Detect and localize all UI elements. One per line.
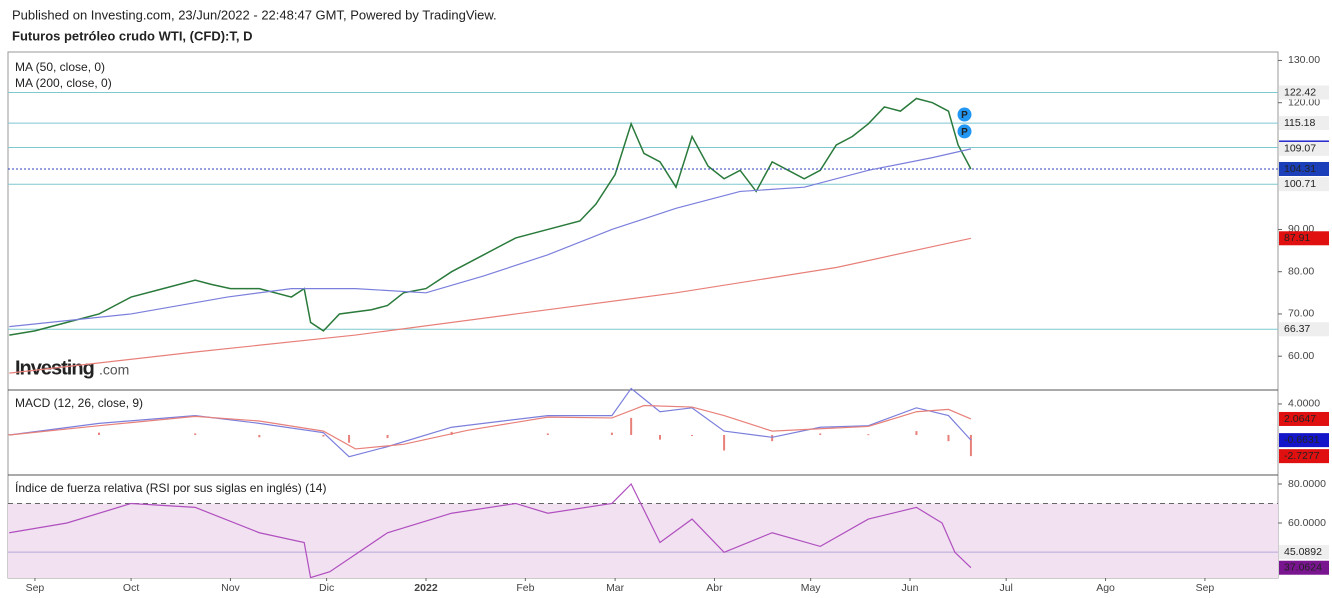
histogram-bar	[969, 434, 972, 457]
y-tick-label: 60.0000	[1288, 517, 1326, 529]
price-label: 100.71	[1284, 178, 1316, 190]
rsi-band	[8, 503, 1278, 578]
price-label-box	[1279, 560, 1329, 575]
x-tick-label: Jun	[902, 582, 919, 594]
price-label-box	[1279, 449, 1329, 464]
y-tick-label: 80.0000	[1288, 478, 1326, 490]
series-line	[9, 387, 972, 458]
histogram-bar	[723, 434, 726, 451]
price-label-box	[1279, 322, 1329, 337]
x-tick-label: Mar	[606, 582, 625, 594]
price-label-box	[1279, 433, 1329, 448]
price-label: -0.6631	[1284, 434, 1320, 446]
histogram-bar	[691, 434, 694, 436]
histogram-bar	[867, 434, 870, 436]
histogram-bar	[322, 434, 325, 437]
y-tick-label: 120.00	[1288, 96, 1320, 108]
series-line	[9, 148, 972, 328]
series-line	[9, 482, 972, 579]
price-label-box	[1279, 85, 1329, 100]
x-tick-label: Ago	[1096, 582, 1115, 594]
x-tick-label: Sep	[1196, 582, 1215, 594]
price-label: 115.18	[1284, 117, 1315, 129]
price-label: 66.37	[1284, 323, 1310, 335]
price-label: 37.0624	[1284, 562, 1322, 574]
y-tick-label: 80.00	[1288, 265, 1314, 277]
price-label: -2.7277	[1284, 450, 1320, 462]
price-label-box	[1279, 545, 1329, 560]
y-tick-label: 130.00	[1288, 54, 1320, 66]
x-tick-label: Sep	[26, 582, 45, 594]
histogram-bar	[947, 434, 950, 442]
price-label-box	[1279, 161, 1329, 176]
histogram-bar	[819, 433, 822, 435]
price-label-box	[1279, 141, 1329, 156]
legend-entry: MA (50, close, 0)	[15, 60, 105, 74]
histogram-bar	[630, 417, 633, 435]
histogram-bar	[610, 432, 613, 435]
price-label: 122.42	[1284, 86, 1316, 98]
x-tick-label: Oct	[123, 582, 139, 594]
histogram-bar	[258, 434, 261, 438]
histogram-bar	[348, 434, 351, 443]
price-label-box	[1279, 411, 1329, 426]
price-label: 104.31	[1284, 163, 1316, 175]
event-marker-label: P	[961, 110, 968, 121]
x-tick-label: Feb	[516, 582, 534, 594]
event-marker-label: P	[961, 127, 968, 138]
series-line	[9, 404, 972, 450]
logo-suffix: .com	[99, 362, 129, 378]
x-tick-label: Abr	[706, 582, 723, 594]
legend-entry: MA (200, close, 0)	[15, 76, 112, 90]
price-label-box	[1279, 231, 1329, 246]
price-label: 45.0892	[1284, 546, 1322, 558]
published-note: Published on Investing.com, 23/Jun/2022 …	[12, 7, 497, 22]
series-line	[9, 97, 972, 336]
y-tick-label: 70.00	[1288, 308, 1314, 320]
frame	[7, 51, 1279, 579]
price-label: 109.07	[1284, 143, 1316, 155]
x-tick-label: Jul	[999, 582, 1012, 594]
histogram-bar	[546, 433, 549, 435]
histogram-bar	[771, 434, 774, 442]
histogram-bar	[386, 434, 389, 439]
price-label-box	[1279, 116, 1329, 131]
price-label: 2.0647	[1284, 413, 1316, 425]
y-tick-label: 4.0000	[1288, 398, 1320, 410]
instrument-title: Futuros petróleo crudo WTI, (CFD):T, D	[12, 28, 252, 43]
event-marker	[957, 124, 972, 139]
x-tick-label: Dic	[319, 582, 334, 594]
histogram-bar	[915, 431, 918, 435]
histogram-bar	[194, 433, 197, 435]
pane-title: MACD (12, 26, close, 9)	[15, 396, 143, 410]
histogram-bar	[658, 434, 661, 440]
series-line	[9, 237, 972, 374]
price-label-box	[1279, 177, 1329, 192]
histogram-bar	[98, 432, 101, 435]
price-label: 87.91	[1284, 232, 1310, 244]
x-tick-label: 2022	[414, 582, 438, 594]
x-tick-label: Nov	[221, 582, 240, 594]
y-tick-label: 60.00	[1288, 350, 1314, 362]
x-tick-label: May	[801, 582, 822, 594]
event-marker	[957, 107, 972, 122]
pane-title: Índice de fuerza relativa (RSI por sus s…	[15, 480, 326, 495]
